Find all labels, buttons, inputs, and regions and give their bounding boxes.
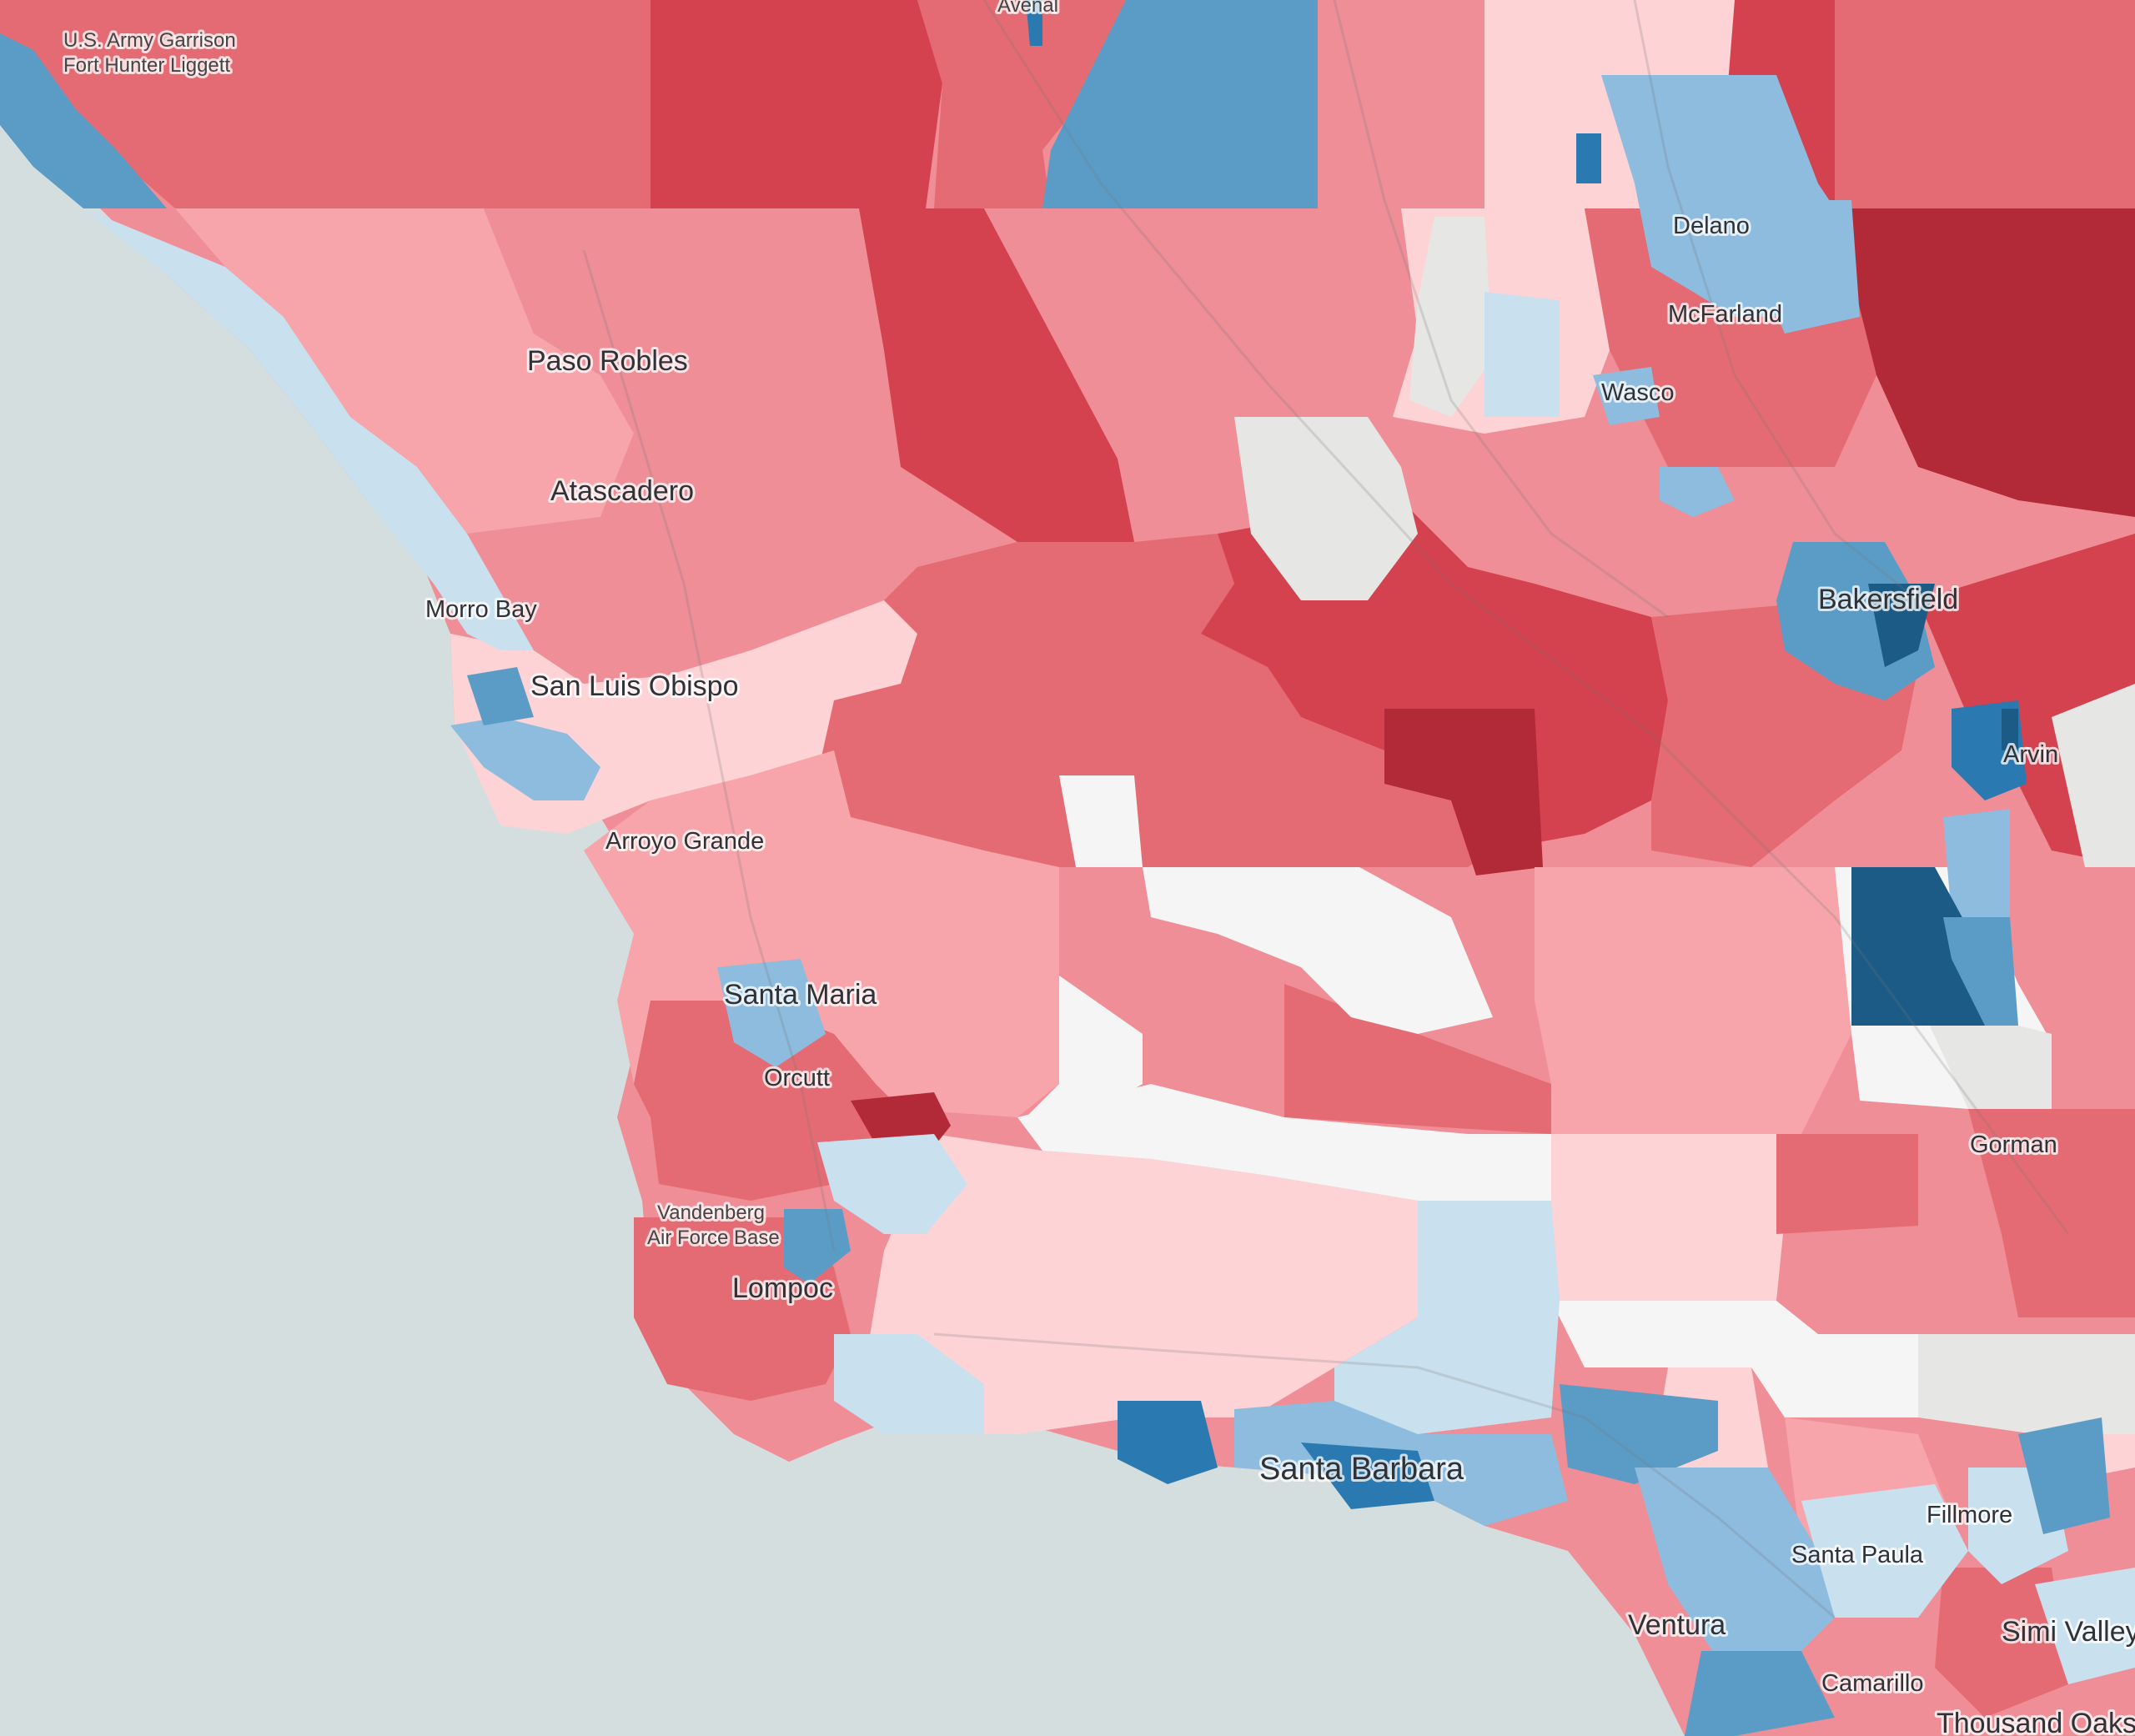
ocean-cut bbox=[0, 108, 1685, 1736]
label-orcutt: Orcutt bbox=[764, 1065, 830, 1091]
label-thousand-oaks: Thousand Oaks bbox=[1937, 1708, 2135, 1736]
label-santa-barbara: Santa Barbara bbox=[1259, 1452, 1464, 1487]
label-vandenberg-1: Vandenberg bbox=[657, 1202, 765, 1224]
label-paso-robles: Paso Robles bbox=[527, 345, 688, 377]
label-delano: Delano bbox=[1673, 213, 1750, 239]
label-simi-valley: Simi Valley bbox=[2002, 1616, 2135, 1648]
label-morro-bay: Morro Bay bbox=[425, 596, 537, 623]
label-bakersfield: Bakersfield bbox=[1818, 584, 1958, 615]
label-wasco: Wasco bbox=[1601, 379, 1675, 406]
label-santa-maria: Santa Maria bbox=[724, 979, 877, 1011]
label-vandenberg-2: Air Force Base bbox=[647, 1227, 780, 1249]
label-ventura: Ventura bbox=[1628, 1609, 1726, 1641]
label-arvin: Arvin bbox=[2003, 741, 2058, 768]
label-santa-paula: Santa Paula bbox=[1791, 1542, 1924, 1568]
place-labels: U.S. Army Garrison Fort Hunter Liggett A… bbox=[61, 0, 2135, 1736]
label-gorman: Gorman bbox=[1970, 1131, 2057, 1158]
label-san-luis-obispo: San Luis Obispo bbox=[530, 670, 739, 702]
roads bbox=[582, 0, 2070, 1619]
label-arroyo-grande: Arroyo Grande bbox=[605, 828, 764, 855]
label-avenal: Avenal bbox=[997, 0, 1058, 17]
label-fort-hunter-liggett-1: U.S. Army Garrison bbox=[63, 29, 236, 52]
label-mcfarland: McFarland bbox=[1668, 301, 1782, 328]
label-lompoc: Lompoc bbox=[732, 1272, 833, 1304]
label-camarillo: Camarillo bbox=[1821, 1670, 1923, 1697]
label-fort-hunter-liggett-2: Fort Hunter Liggett bbox=[63, 54, 230, 77]
label-fillmore: Fillmore bbox=[1927, 1502, 2012, 1528]
label-atascadero: Atascadero bbox=[550, 475, 694, 507]
